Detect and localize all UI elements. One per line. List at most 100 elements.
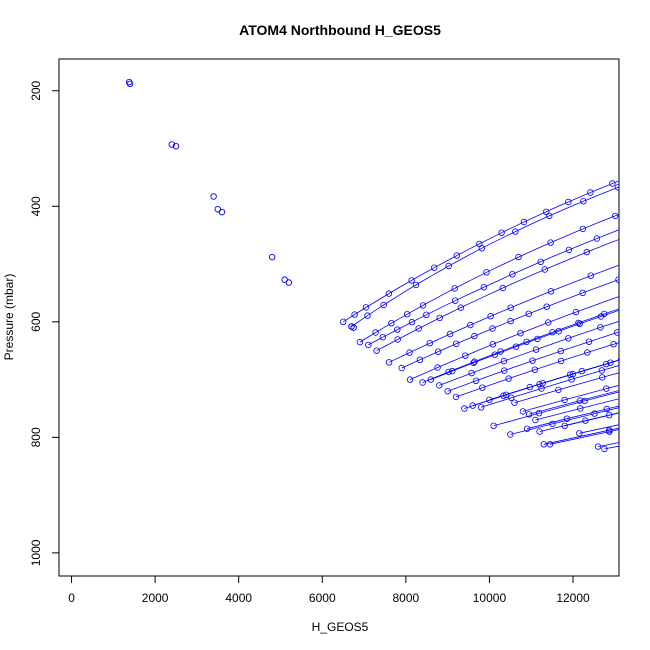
- data-point: [622, 394, 628, 400]
- data-point: [168, 141, 176, 148]
- data-point: [634, 401, 640, 407]
- data-point: [597, 324, 604, 331]
- data-point: [581, 397, 588, 405]
- profile-line: [351, 186, 619, 327]
- data-point: [617, 356, 619, 362]
- profile-line: [388, 264, 619, 363]
- data-point: [477, 404, 485, 411]
- data-point: [388, 320, 395, 327]
- data-point: [372, 329, 379, 336]
- data-point: [445, 262, 452, 270]
- data-point: [502, 391, 510, 398]
- data-point: [520, 218, 528, 226]
- data-point: [268, 253, 276, 261]
- data-point: [549, 420, 556, 428]
- data-point: [523, 338, 530, 345]
- data-point: [612, 212, 619, 220]
- data-point: [632, 172, 638, 178]
- data-point: [549, 329, 556, 336]
- data-point: [629, 359, 635, 365]
- y-axis-label: Pressure (mbar): [2, 274, 16, 361]
- data-point: [572, 308, 580, 316]
- data-point: [584, 349, 591, 356]
- data-point: [578, 367, 586, 375]
- data-point: [628, 385, 634, 391]
- data-point: [501, 367, 508, 374]
- data-point: [640, 300, 646, 306]
- data-point: [585, 338, 593, 345]
- data-point: [446, 330, 454, 338]
- data-point: [609, 180, 616, 187]
- data-point: [499, 284, 506, 292]
- profile-line: [564, 412, 619, 427]
- profile-line: [539, 412, 619, 432]
- data-point: [615, 276, 619, 283]
- data-point: [645, 375, 650, 381]
- plot-area: [58, 58, 620, 577]
- data-point: [643, 363, 649, 369]
- data-point: [431, 264, 438, 271]
- data-point: [469, 402, 476, 409]
- data-point: [637, 333, 643, 339]
- data-point: [285, 279, 293, 286]
- data-point: [436, 382, 443, 389]
- data-point: [645, 416, 650, 422]
- data-point: [603, 360, 610, 368]
- data-point: [453, 252, 460, 259]
- data-point: [489, 325, 496, 332]
- x-axis: 0 2000 4000 6000 8000 10000 12000: [68, 575, 590, 605]
- profile-line: [579, 424, 619, 434]
- profile-line: [422, 308, 619, 383]
- data-point: [543, 303, 550, 310]
- profile-line: [549, 429, 619, 445]
- profile-line: [522, 384, 619, 412]
- data-point: [406, 349, 413, 356]
- data-point: [340, 318, 347, 325]
- data-point: [535, 410, 543, 417]
- data-point: [452, 297, 459, 304]
- data-point: [507, 304, 514, 311]
- data-point: [541, 266, 548, 273]
- data-point: [476, 240, 483, 248]
- data-point: [452, 393, 460, 401]
- y-axis: 200 400 600 800 1000: [29, 80, 60, 566]
- data-point: [547, 239, 554, 246]
- profile-line: [514, 372, 619, 404]
- data-point: [498, 229, 505, 236]
- data-point: [385, 359, 393, 366]
- data-point: [365, 341, 372, 349]
- data-point: [606, 412, 613, 419]
- data-point: [489, 341, 497, 348]
- data-point: [614, 184, 619, 191]
- data-point: [471, 332, 478, 340]
- profile-line: [359, 213, 619, 343]
- data-point: [563, 415, 571, 422]
- data-layer: [125, 78, 650, 453]
- data-point: [507, 317, 514, 325]
- x-tick-label: 2000: [142, 591, 169, 605]
- data-point: [601, 310, 608, 318]
- data-point: [210, 193, 217, 200]
- data-point: [500, 392, 507, 399]
- x-axis-label: H_GEOS5: [312, 620, 369, 634]
- data-point: [575, 319, 582, 327]
- y-tick-label: 600: [29, 312, 43, 332]
- data-point: [408, 318, 416, 326]
- data-point: [603, 385, 610, 392]
- data-point: [449, 367, 456, 375]
- data-point: [561, 422, 568, 429]
- data-point: [483, 269, 490, 276]
- data-point: [579, 289, 586, 297]
- data-point: [526, 383, 533, 391]
- data-point: [351, 311, 358, 318]
- data-point: [531, 366, 538, 373]
- y-tick-label: 200: [29, 80, 43, 100]
- profile-line: [535, 398, 619, 421]
- data-point: [500, 357, 508, 365]
- data-point: [461, 405, 468, 412]
- data-point: [539, 380, 546, 387]
- data-point: [622, 225, 628, 231]
- data-point: [601, 445, 608, 453]
- data-point: [394, 326, 401, 333]
